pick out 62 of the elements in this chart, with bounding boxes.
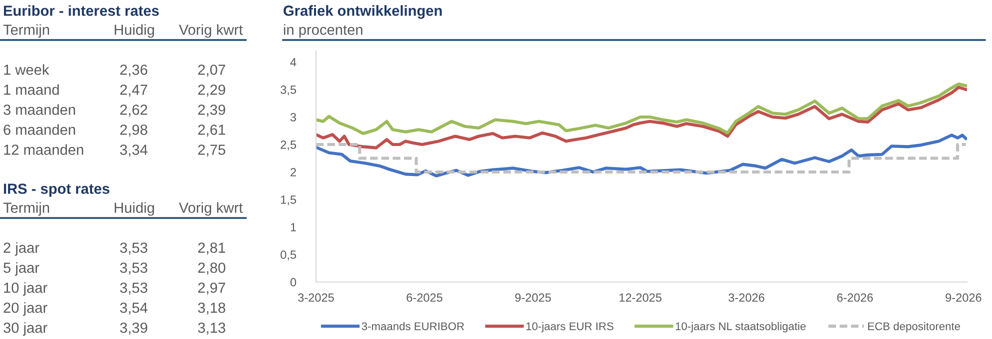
category-label: 2 jaar [4, 242, 40, 256]
y-tick-label: 1 [290, 223, 296, 232]
data-label: 3,39 [120, 322, 148, 335]
data-label: 2,97 [198, 282, 226, 295]
text: Huidig [114, 202, 154, 216]
category-label: 1 maand [4, 84, 59, 95]
legend-label: 10-jaars NL staatsobligatie [676, 322, 806, 332]
data-label: 3,34 [120, 144, 148, 157]
y-tick-label: 3 [290, 113, 296, 122]
data-label: 3,53 [120, 262, 148, 275]
text: Termijn [3, 202, 50, 216]
text: Vorig kwrt [178, 24, 243, 38]
category-label: 12 maanden [4, 144, 84, 155]
data-label: 2,80 [198, 262, 226, 275]
data-label: 2,47 [120, 84, 148, 97]
x-tick-label: 6-2025 [406, 293, 442, 302]
data-label: 2,81 [198, 242, 226, 255]
legend-label: 3-maands EURIBOR [362, 322, 464, 330]
x-tick-label: 9-2026 [946, 293, 982, 302]
text: IRS - spot rates [4, 184, 110, 197]
chart-title: Grafiek ontwikkelingen [284, 5, 442, 19]
y-tick-label: 4 [290, 58, 296, 66]
category-label: 30 jaar [4, 322, 48, 336]
data-label: 2,36 [120, 64, 148, 77]
y-tick-label: 2 [290, 168, 296, 176]
text: Huidig [114, 24, 154, 38]
chart-subtitle: in procenten [284, 24, 362, 38]
data-label: 2,61 [198, 124, 226, 137]
text: Euribor - interest rates [4, 5, 159, 16]
line-series [316, 82, 967, 136]
category-label: 1 week [4, 64, 50, 75]
data-label: 2,29 [198, 84, 226, 97]
data-label: 2,07 [198, 64, 226, 77]
text: Termijn [3, 24, 50, 38]
category-label: 6 maanden [4, 124, 76, 135]
data-label: 2,98 [120, 124, 148, 137]
x-tick-label: 9-2025 [515, 293, 551, 302]
legend-label: 10-jaars EUR IRS [526, 322, 614, 332]
line-series [316, 86, 967, 150]
category-label: 3 maanden [4, 104, 76, 115]
y-tick-label: 3,5 [280, 86, 296, 96]
category-label: 10 jaar [4, 282, 48, 296]
y-tick-label: 2,5 [280, 140, 296, 150]
text: Vorig kwrt [178, 202, 243, 216]
data-label: 2,75 [198, 144, 226, 157]
data-label: 3,53 [120, 242, 148, 255]
category-label: 20 jaar [4, 302, 48, 316]
y-tick-label: 1,5 [281, 196, 296, 206]
y-tick-label: 0,5 [280, 250, 296, 260]
data-label: 3,54 [120, 302, 148, 315]
x-tick-label: 12-2025 [620, 293, 662, 302]
data-label: 3,13 [198, 322, 226, 335]
data-label: 2,62 [120, 104, 148, 117]
x-tick-label: 3-2026 [728, 293, 764, 302]
x-tick-label: 3-2025 [298, 293, 334, 302]
x-tick-label: 6-2026 [837, 293, 873, 302]
y-tick-label: 0 [290, 278, 296, 286]
data-label: 2,39 [198, 104, 226, 117]
data-label: 3,53 [120, 282, 148, 295]
legend-label: ECB depositorente [868, 322, 960, 332]
category-label: 5 jaar [4, 262, 40, 276]
data-label: 3,18 [198, 302, 226, 315]
